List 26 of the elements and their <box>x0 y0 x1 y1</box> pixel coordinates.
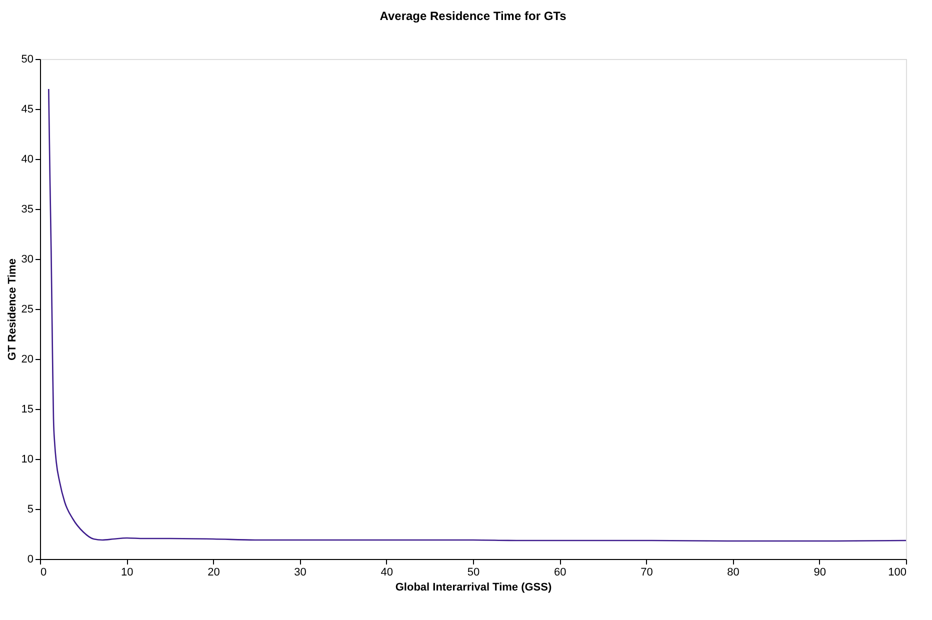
y-axis-title: GT Residence Time <box>6 258 18 360</box>
y-tick-label: 35 <box>21 204 34 216</box>
x-tick-label: 30 <box>294 566 306 578</box>
x-tick-label: 90 <box>814 566 826 578</box>
line-series <box>48 88 907 542</box>
y-tick-label: 10 <box>21 454 34 466</box>
x-tick-label: 10 <box>120 566 134 578</box>
y-tick-label: 20 <box>21 354 34 366</box>
y-tick-label: 0 <box>27 554 34 566</box>
y-tick-label: 30 <box>21 254 34 266</box>
y-tick-label: 50 <box>21 54 34 66</box>
y-tick-label: 25 <box>21 304 34 316</box>
chart-title: Average Residence Time for GTs <box>380 9 567 23</box>
x-tick-label: 80 <box>727 566 740 578</box>
x-tick-label: 0 <box>40 566 47 578</box>
y-tick-label: 15 <box>21 404 34 416</box>
x-tick-label: 20 <box>208 566 220 578</box>
y-tick-label: 40 <box>21 154 34 166</box>
x-tick-label: 50 <box>467 566 480 578</box>
x-tick-label: 60 <box>554 566 566 578</box>
x-tick-label: 40 <box>380 566 394 578</box>
x-tick-label: 100 <box>888 566 906 578</box>
x-tick-label: 70 <box>640 566 653 578</box>
y-tick-label: 5 <box>27 504 34 516</box>
y-tick-label: 45 <box>21 104 34 116</box>
x-axis-title: Global Interarrival Time (GSS) <box>395 582 552 594</box>
